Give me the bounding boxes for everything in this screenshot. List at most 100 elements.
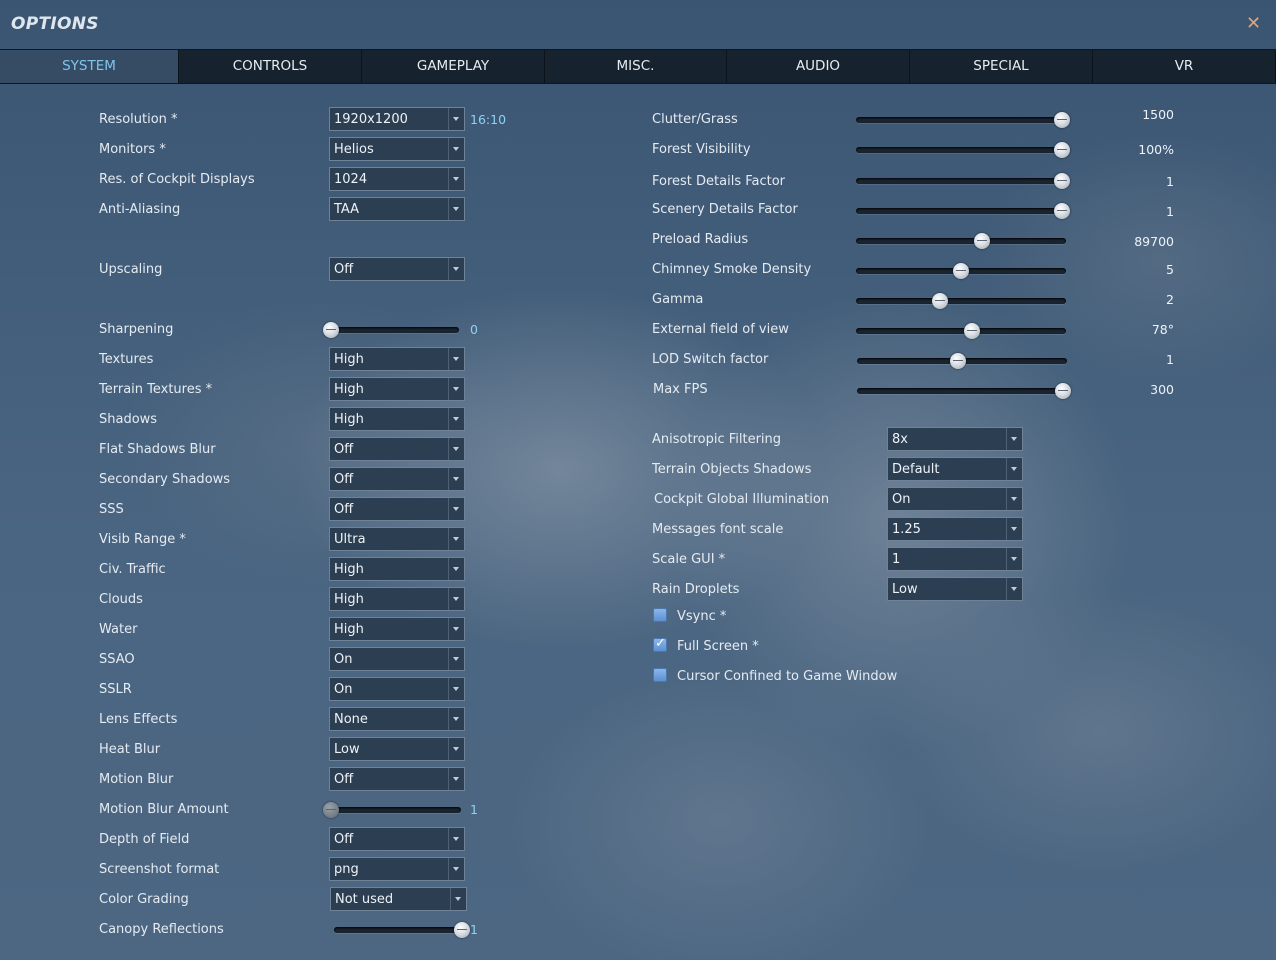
slider-knob[interactable] bbox=[949, 353, 966, 369]
flat-shadows-blur-dropdown[interactable]: Off bbox=[329, 437, 465, 461]
vsync-checkbox[interactable] bbox=[653, 608, 667, 622]
water-dropdown[interactable]: High bbox=[329, 617, 465, 641]
lens-effects-dropdown[interactable]: None bbox=[329, 707, 465, 731]
cockpit-gi-dropdown[interactable]: On bbox=[887, 487, 1023, 511]
full-screen-checkbox[interactable] bbox=[653, 636, 667, 652]
slider-knob[interactable] bbox=[1054, 142, 1070, 158]
motion-blur-dropdown[interactable]: Off bbox=[329, 767, 465, 791]
screenshot-format-label: Screenshot format bbox=[99, 862, 220, 877]
depth-of-field-dropdown[interactable]: Off bbox=[329, 827, 465, 851]
cockpit-displays-dropdown[interactable]: 1024 bbox=[329, 167, 465, 191]
slider-knob[interactable] bbox=[1054, 203, 1070, 219]
canopy-reflections-label: Canopy Reflections bbox=[99, 922, 224, 937]
civ-traffic-dropdown[interactable]: High bbox=[329, 557, 465, 581]
chevron-down-icon bbox=[448, 678, 464, 700]
clouds-dropdown[interactable]: High bbox=[329, 587, 465, 611]
ssao-dropdown[interactable]: On bbox=[329, 647, 465, 671]
slider-knob[interactable] bbox=[963, 323, 980, 339]
chimney-smoke-value: 5 bbox=[1166, 262, 1174, 277]
terrain-objects-shadows-dropdown[interactable]: Default bbox=[887, 457, 1023, 481]
tab-misc[interactable]: MISC. bbox=[545, 50, 727, 83]
chevron-down-icon bbox=[448, 858, 464, 880]
tab-gameplay[interactable]: GAMEPLAY bbox=[362, 50, 545, 83]
tab-system[interactable]: SYSTEM bbox=[0, 50, 179, 83]
visib-range-dropdown[interactable]: Ultra bbox=[329, 527, 465, 551]
cursor-confined-checkbox[interactable] bbox=[653, 668, 667, 682]
tab-vr[interactable]: VR bbox=[1093, 50, 1276, 83]
tab-special[interactable]: SPECIAL bbox=[910, 50, 1093, 83]
color-grading-dropdown[interactable]: Not used bbox=[330, 887, 467, 911]
depth-of-field-label: Depth of Field bbox=[99, 832, 190, 847]
terrain-textures-dropdown[interactable]: High bbox=[329, 377, 465, 401]
slider-knob[interactable] bbox=[1054, 173, 1070, 189]
chevron-down-icon bbox=[450, 888, 466, 910]
slider-knob[interactable] bbox=[323, 322, 339, 338]
slider-knob[interactable] bbox=[953, 263, 969, 279]
motion-blur-amount-slider[interactable] bbox=[323, 802, 461, 818]
slider-knob[interactable] bbox=[1054, 112, 1070, 128]
shadows-dropdown[interactable]: High bbox=[329, 407, 465, 431]
chevron-down-icon bbox=[448, 708, 464, 730]
canopy-reflections-slider[interactable] bbox=[334, 922, 470, 938]
chevron-down-icon bbox=[448, 408, 464, 430]
anisotropic-dropdown[interactable]: 8x bbox=[887, 427, 1023, 451]
rain-droplets-dropdown[interactable]: Low bbox=[887, 577, 1023, 601]
slider-knob[interactable] bbox=[932, 293, 948, 309]
forest-visibility-label: Forest Visibility bbox=[652, 142, 751, 157]
forest-details-slider[interactable] bbox=[856, 173, 1070, 189]
chimney-smoke-slider[interactable] bbox=[856, 263, 1066, 279]
lod-switch-value: 1 bbox=[1166, 352, 1174, 367]
screenshot-format-dropdown[interactable]: png bbox=[329, 857, 465, 881]
slider-knob[interactable] bbox=[974, 233, 990, 249]
tab-controls[interactable]: CONTROLS bbox=[179, 50, 362, 83]
cockpit-gi-value: On bbox=[892, 492, 911, 507]
upscaling-dropdown[interactable]: Off bbox=[329, 257, 465, 281]
slider-knob[interactable] bbox=[454, 922, 470, 938]
resolution-dropdown[interactable]: 1920x1200 bbox=[329, 107, 465, 131]
sharpening-slider[interactable] bbox=[323, 322, 459, 338]
full-screen-label: Full Screen * bbox=[677, 639, 759, 654]
depth-of-field-value: Off bbox=[334, 832, 354, 847]
color-grading-label: Color Grading bbox=[99, 892, 189, 907]
tab-bar: SYSTEM CONTROLS GAMEPLAY MISC. AUDIO SPE… bbox=[0, 49, 1276, 84]
scenery-details-slider[interactable] bbox=[856, 203, 1070, 219]
clutter-grass-slider[interactable] bbox=[856, 112, 1070, 128]
title-bar: OPTIONS ✕ bbox=[0, 0, 1276, 49]
terrain-objects-shadows-label: Terrain Objects Shadows bbox=[652, 462, 812, 477]
clutter-grass-value: 1500 bbox=[1142, 107, 1174, 122]
heat-blur-dropdown[interactable]: Low bbox=[329, 737, 465, 761]
external-fov-slider[interactable] bbox=[856, 323, 1066, 339]
chevron-down-icon bbox=[1006, 518, 1022, 540]
secondary-shadows-dropdown[interactable]: Off bbox=[329, 467, 465, 491]
slider-knob[interactable] bbox=[323, 802, 339, 818]
slider-knob[interactable] bbox=[1055, 383, 1071, 399]
gamma-value: 2 bbox=[1166, 292, 1174, 307]
textures-dropdown[interactable]: High bbox=[329, 347, 465, 371]
anti-aliasing-dropdown[interactable]: TAA bbox=[329, 197, 465, 221]
aspect-ratio-value: 16:10 bbox=[470, 112, 507, 127]
tab-audio[interactable]: AUDIO bbox=[727, 50, 910, 83]
monitors-label: Monitors * bbox=[99, 142, 166, 157]
monitors-dropdown[interactable]: Helios bbox=[329, 137, 465, 161]
rain-droplets-value: Low bbox=[892, 582, 918, 597]
civ-traffic-value: High bbox=[334, 562, 364, 577]
sslr-dropdown[interactable]: On bbox=[329, 677, 465, 701]
sss-dropdown[interactable]: Off bbox=[329, 497, 465, 521]
chevron-down-icon bbox=[448, 348, 464, 370]
preload-radius-slider[interactable] bbox=[856, 233, 1066, 249]
max-fps-slider[interactable] bbox=[857, 383, 1071, 399]
civ-traffic-label: Civ. Traffic bbox=[99, 562, 166, 577]
scale-gui-dropdown[interactable]: 1 bbox=[887, 547, 1023, 571]
chevron-down-icon bbox=[448, 648, 464, 670]
messages-font-scale-dropdown[interactable]: 1.25 bbox=[887, 517, 1023, 541]
gamma-slider[interactable] bbox=[856, 293, 1066, 309]
chevron-down-icon bbox=[1006, 488, 1022, 510]
forest-visibility-slider[interactable] bbox=[856, 142, 1070, 158]
close-icon[interactable]: ✕ bbox=[1246, 13, 1262, 34]
motion-blur-value: Off bbox=[334, 772, 354, 787]
terrain-textures-value: High bbox=[334, 382, 364, 397]
anti-aliasing-value: TAA bbox=[334, 202, 360, 217]
chevron-down-icon bbox=[448, 108, 464, 130]
lod-switch-slider[interactable] bbox=[857, 353, 1067, 369]
vsync-label: Vsync * bbox=[677, 609, 727, 624]
